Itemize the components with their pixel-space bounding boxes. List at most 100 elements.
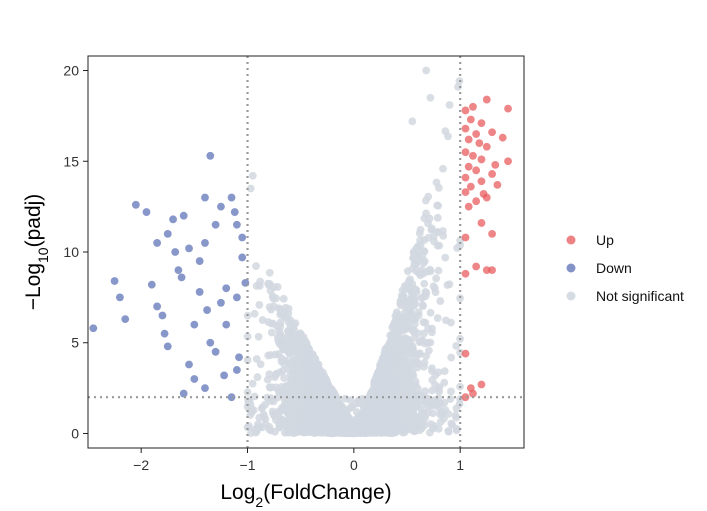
point-not-significant: [381, 385, 390, 393]
point-down: [201, 384, 209, 393]
point-down: [206, 151, 215, 160]
point-not-significant: [410, 326, 419, 335]
point-down: [160, 329, 169, 338]
point-not-significant: [396, 344, 405, 353]
point-not-significant: [293, 353, 301, 361]
point-not-significant: [277, 357, 286, 366]
point-not-significant: [407, 312, 416, 320]
point-down: [153, 239, 162, 247]
point-not-significant: [401, 282, 409, 290]
point-not-significant: [281, 333, 290, 342]
point-not-significant: [261, 400, 270, 409]
point-not-significant: [404, 402, 413, 410]
point-not-significant: [421, 196, 430, 205]
point-not-significant: [416, 271, 425, 280]
point-not-significant: [380, 402, 389, 411]
point-not-significant: [382, 408, 391, 417]
point-down: [217, 202, 225, 211]
point-not-significant: [386, 422, 395, 430]
point-not-significant: [425, 395, 434, 404]
x-tick-label: −2: [133, 457, 149, 473]
point-not-significant: [366, 390, 375, 399]
y-tick-label: 5: [71, 335, 79, 351]
point-not-significant: [425, 214, 434, 223]
point-not-significant: [266, 286, 275, 295]
point-not-significant: [411, 255, 420, 264]
point-not-significant: [416, 412, 425, 421]
point-not-significant: [414, 308, 423, 317]
point-down: [131, 200, 140, 209]
point-down: [222, 320, 231, 329]
point-up: [461, 173, 470, 182]
point-up: [472, 166, 481, 175]
point-down: [195, 257, 204, 265]
point-not-significant: [446, 395, 455, 403]
point-not-significant: [452, 342, 461, 350]
point-not-significant: [391, 324, 399, 333]
point-up: [461, 349, 470, 358]
point-up: [469, 102, 477, 111]
point-down: [163, 229, 172, 238]
point-down: [185, 360, 193, 369]
point-not-significant: [420, 236, 429, 244]
point-not-significant: [265, 383, 274, 392]
y-axis-title: −Log10(padj): [22, 194, 51, 311]
point-down: [217, 298, 225, 307]
point-not-significant: [250, 309, 259, 318]
point-down: [232, 220, 241, 229]
point-not-significant: [387, 362, 395, 371]
point-not-significant: [256, 360, 265, 369]
point-not-significant: [347, 416, 356, 425]
point-not-significant: [274, 407, 283, 416]
point-down: [179, 211, 188, 220]
point-not-significant: [422, 66, 431, 75]
point-not-significant: [420, 358, 429, 367]
point-not-significant: [376, 389, 384, 398]
point-not-significant: [435, 387, 444, 396]
y-tick-label: 10: [63, 244, 79, 260]
point-up: [477, 219, 486, 227]
point-not-significant: [291, 332, 299, 340]
point-not-significant: [376, 426, 384, 435]
point-not-significant: [415, 426, 424, 435]
point-not-significant: [276, 322, 285, 331]
point-not-significant: [440, 367, 449, 375]
point-not-significant: [452, 413, 461, 422]
point-not-significant: [395, 403, 404, 412]
point-not-significant: [302, 403, 310, 412]
point-not-significant: [281, 384, 290, 393]
point-down: [227, 193, 236, 202]
point-not-significant: [301, 365, 310, 374]
point-up: [472, 130, 481, 138]
point-not-significant: [405, 296, 414, 305]
point-not-significant: [363, 422, 372, 431]
point-not-significant: [376, 360, 385, 368]
point-not-significant: [397, 291, 406, 300]
point-not-significant: [331, 423, 340, 432]
point-not-significant: [291, 370, 300, 379]
point-up: [469, 151, 477, 160]
point-not-significant: [439, 164, 447, 173]
point-not-significant: [423, 267, 431, 276]
point-up: [461, 269, 470, 278]
point-not-significant: [359, 401, 368, 410]
point-down: [163, 342, 172, 351]
point-not-significant: [314, 397, 323, 406]
point-not-significant: [426, 308, 435, 317]
point-not-significant: [447, 419, 456, 428]
point-not-significant: [447, 387, 455, 396]
point-not-significant: [434, 183, 443, 192]
point-not-significant: [420, 329, 428, 338]
point-not-significant: [394, 314, 403, 323]
point-not-significant: [245, 422, 253, 430]
point-not-significant: [433, 314, 442, 322]
point-not-significant: [429, 423, 438, 432]
point-up: [488, 229, 496, 238]
point-not-significant: [313, 376, 322, 385]
point-down: [185, 244, 193, 253]
point-down: [171, 248, 180, 256]
point-not-significant: [243, 332, 252, 341]
legend-key-down: [566, 263, 576, 273]
